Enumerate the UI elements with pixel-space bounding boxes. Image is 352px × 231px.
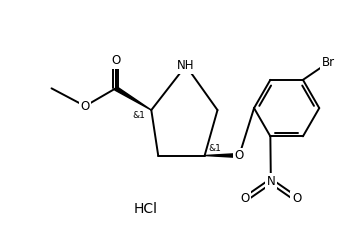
Text: HCl: HCl	[133, 202, 157, 216]
Polygon shape	[205, 154, 239, 158]
Text: &1: &1	[132, 110, 145, 119]
Text: O: O	[292, 192, 301, 206]
Text: O: O	[111, 54, 120, 67]
Text: O: O	[81, 100, 90, 113]
Polygon shape	[115, 87, 151, 110]
Text: O: O	[234, 149, 244, 162]
Text: Br: Br	[322, 56, 335, 69]
Text: &1: &1	[208, 144, 221, 153]
Text: NH: NH	[177, 59, 195, 72]
Text: N: N	[266, 175, 275, 188]
Text: O: O	[240, 192, 250, 206]
